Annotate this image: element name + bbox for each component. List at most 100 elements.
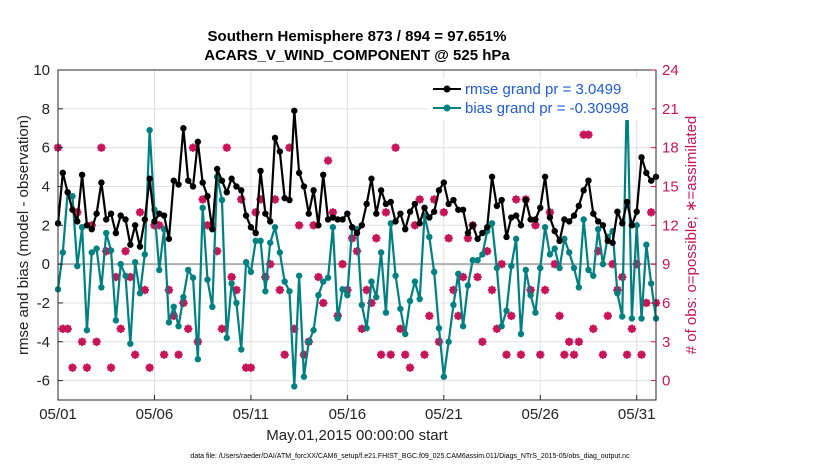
bias-point bbox=[257, 237, 264, 245]
bias-point bbox=[271, 224, 279, 231]
rmse-point bbox=[117, 212, 124, 219]
rmse-point bbox=[484, 224, 491, 231]
assimilated-count-marker bbox=[362, 285, 371, 295]
bias-point bbox=[344, 291, 351, 299]
x-axis-ticks: 05/01 05/06 05/11 05/16 05/21 05/26 05/31 bbox=[39, 395, 655, 423]
bias-point bbox=[320, 278, 327, 285]
right-tick-label: 21 bbox=[662, 101, 679, 118]
legend-box bbox=[428, 78, 652, 120]
assimilated-count-marker bbox=[198, 195, 207, 204]
bias-point bbox=[397, 305, 404, 312]
rmse-point bbox=[590, 210, 597, 217]
rmse-point bbox=[305, 210, 312, 217]
y-axis-label-right: # of obs: o=possible; ∗=assimilated bbox=[683, 116, 700, 355]
left-tick-label: 2 bbox=[42, 217, 50, 234]
assimilated-count-marker bbox=[256, 195, 265, 204]
bias-point bbox=[411, 278, 419, 285]
bias-point bbox=[392, 272, 399, 279]
bias-point bbox=[459, 323, 467, 330]
rmse-point bbox=[517, 222, 525, 229]
rmse-point bbox=[189, 183, 197, 190]
assimilated-count-marker bbox=[265, 259, 275, 269]
bias-point bbox=[570, 264, 578, 272]
right-tick-label: 18 bbox=[662, 140, 679, 157]
assimilated-count-marker bbox=[410, 221, 420, 230]
rmse-point bbox=[107, 210, 115, 217]
assimilated-count-marker bbox=[135, 208, 145, 217]
assimilated-count-marker bbox=[646, 208, 656, 217]
assimilated-count-marker bbox=[516, 350, 526, 359]
rmse-point bbox=[131, 222, 139, 229]
bias-point bbox=[580, 216, 587, 223]
rmse-point bbox=[551, 227, 558, 235]
assimilated-count-marker bbox=[401, 350, 410, 359]
rmse-point bbox=[204, 192, 211, 200]
rmse-point bbox=[247, 224, 255, 231]
right-tick-label: 9 bbox=[662, 256, 670, 273]
assimilated-count-marker bbox=[212, 246, 222, 256]
assimilated-count-marker bbox=[106, 363, 116, 372]
assimilated-count-marker bbox=[367, 298, 376, 308]
rmse-point bbox=[300, 183, 308, 190]
left-tick-label: 4 bbox=[42, 178, 50, 195]
bias-point bbox=[406, 297, 414, 305]
bias-point bbox=[59, 249, 67, 256]
rmse-point bbox=[440, 179, 448, 186]
assimilated-count-marker bbox=[396, 324, 405, 334]
rmse-point bbox=[151, 218, 158, 225]
bias-point bbox=[435, 324, 443, 332]
rmse-point bbox=[614, 208, 621, 215]
rmse-point bbox=[594, 218, 602, 225]
bias-point bbox=[382, 309, 390, 316]
assimilated-count-marker bbox=[58, 324, 68, 334]
rmse-point bbox=[580, 187, 587, 194]
x-tick-label: 05/31 bbox=[618, 406, 656, 423]
bias-point bbox=[594, 225, 602, 233]
rmse-point bbox=[281, 194, 288, 202]
rmse-point bbox=[146, 175, 153, 182]
bias-point bbox=[455, 270, 462, 278]
assimilated-count-marker bbox=[531, 221, 540, 230]
rmse-point bbox=[310, 187, 317, 194]
bias-point bbox=[339, 286, 346, 293]
assimilated-count-marker bbox=[589, 324, 598, 334]
assimilated-count-marker bbox=[381, 208, 391, 217]
bias-point bbox=[619, 313, 626, 320]
bias-point bbox=[575, 284, 583, 291]
rmse-point bbox=[537, 204, 544, 212]
bias-point bbox=[329, 224, 337, 231]
bias-point bbox=[305, 338, 312, 345]
rmse-point bbox=[498, 196, 505, 204]
rmse-point bbox=[315, 222, 322, 229]
bias-point bbox=[614, 290, 621, 297]
bias-point bbox=[165, 319, 173, 326]
rmse-point bbox=[459, 206, 467, 213]
rmse-point bbox=[556, 237, 563, 245]
rmse-point bbox=[527, 216, 534, 223]
bias-point bbox=[69, 192, 76, 200]
rmse-point bbox=[185, 177, 192, 184]
assimilated-count-marker bbox=[323, 156, 333, 165]
assimilated-count-marker bbox=[246, 363, 256, 372]
left-axis-ticks: -6 -4 -2 0 2 4 6 8 10 bbox=[33, 62, 63, 390]
rmse-point bbox=[88, 225, 95, 233]
bias-point bbox=[638, 315, 645, 322]
assimilated-count-marker bbox=[82, 363, 92, 372]
rmse-point bbox=[276, 148, 284, 155]
assimilated-count-marker bbox=[429, 195, 439, 204]
legend: rmse grand pr = 3.0499 bias grand pr = -… bbox=[428, 78, 652, 120]
assimilated-count-marker bbox=[603, 311, 612, 321]
data-file-footnote: data file: /Users/raeder/DAI/ATM_forcXX/… bbox=[190, 453, 630, 460]
bias-point bbox=[112, 317, 120, 324]
rmse-point bbox=[324, 216, 332, 223]
rmse-point bbox=[160, 212, 168, 219]
assimilated-count-marker bbox=[77, 337, 87, 346]
bias-point bbox=[276, 249, 284, 256]
rmse-point bbox=[112, 229, 120, 237]
assimilated-count-marker bbox=[483, 246, 492, 256]
bias-point bbox=[218, 196, 226, 204]
bias-point bbox=[590, 272, 597, 279]
rmse-point bbox=[199, 179, 206, 186]
assimilated-count-marker bbox=[188, 143, 198, 152]
rmse-point bbox=[271, 134, 279, 142]
